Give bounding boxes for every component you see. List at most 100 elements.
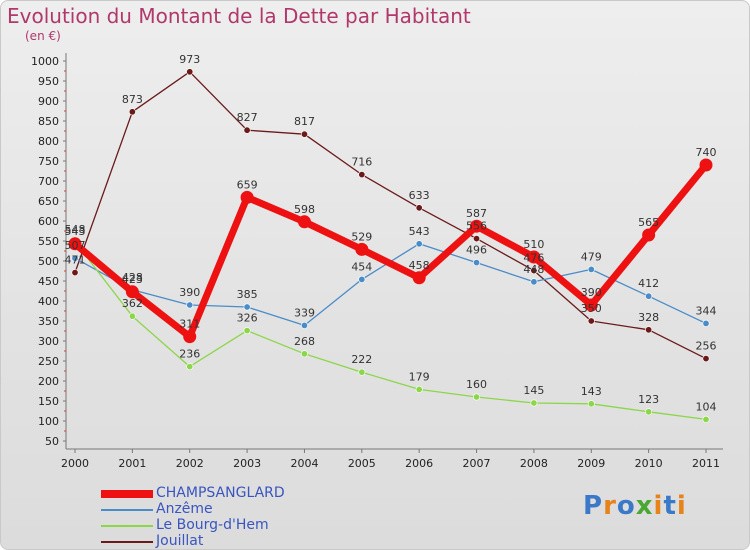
data-point bbox=[68, 237, 82, 251]
data-point bbox=[186, 68, 194, 76]
data-label: 362 bbox=[122, 297, 143, 310]
legend-swatch bbox=[101, 525, 153, 527]
data-label: 529 bbox=[351, 230, 372, 243]
data-label: 598 bbox=[294, 203, 315, 216]
data-label: 145 bbox=[523, 384, 544, 397]
logo-letter: i bbox=[676, 491, 687, 521]
data-point bbox=[186, 301, 194, 309]
data-point bbox=[358, 171, 366, 179]
data-label: 311 bbox=[179, 318, 200, 331]
data-label: 543 bbox=[409, 225, 430, 238]
data-label: 556 bbox=[466, 220, 487, 233]
data-point bbox=[128, 108, 136, 116]
y-tick-label: 200 bbox=[38, 375, 59, 388]
y-tick-label: 150 bbox=[38, 395, 59, 408]
data-label: 548 bbox=[65, 223, 86, 236]
data-label: 873 bbox=[122, 93, 143, 106]
y-tick-label: 500 bbox=[38, 255, 59, 268]
data-point bbox=[415, 385, 423, 393]
data-label: 448 bbox=[523, 263, 544, 276]
y-tick-label: 650 bbox=[38, 195, 59, 208]
data-point bbox=[186, 363, 194, 371]
series-line bbox=[74, 71, 707, 360]
x-tick-label: 2006 bbox=[405, 457, 433, 470]
legend-swatch bbox=[101, 541, 153, 543]
data-point bbox=[530, 278, 538, 286]
data-point bbox=[470, 219, 484, 233]
data-point bbox=[415, 240, 423, 248]
logo-letter: t bbox=[663, 491, 677, 521]
data-label: 565 bbox=[638, 216, 659, 229]
logo-letter: o bbox=[616, 491, 636, 521]
data-point bbox=[300, 350, 308, 358]
data-label: 390 bbox=[581, 286, 602, 299]
data-point bbox=[699, 158, 713, 172]
data-point bbox=[297, 215, 311, 229]
data-label: 390 bbox=[179, 286, 200, 299]
y-tick-label: 1000 bbox=[31, 55, 59, 68]
y-tick-label: 850 bbox=[38, 115, 59, 128]
data-label: 543 bbox=[65, 225, 86, 238]
legend-label: Jouillat bbox=[156, 533, 204, 549]
data-point bbox=[645, 408, 653, 416]
x-tick-label: 2007 bbox=[463, 457, 491, 470]
data-point bbox=[473, 393, 481, 401]
y-tick-label: 350 bbox=[38, 315, 59, 328]
data-point bbox=[415, 204, 423, 212]
data-point bbox=[300, 130, 308, 138]
data-point bbox=[473, 259, 481, 267]
data-label: 973 bbox=[179, 53, 200, 66]
data-point bbox=[587, 400, 595, 408]
data-point bbox=[473, 235, 481, 243]
x-tick-label: 2001 bbox=[118, 457, 146, 470]
y-tick-label: 600 bbox=[38, 215, 59, 228]
data-point bbox=[240, 190, 254, 204]
data-point bbox=[125, 285, 139, 299]
data-point bbox=[71, 269, 79, 277]
data-label: 817 bbox=[294, 115, 315, 128]
y-tick-label: 750 bbox=[38, 155, 59, 168]
data-label: 740 bbox=[696, 146, 717, 159]
legend-label: CHAMPSANGLARD bbox=[156, 485, 285, 501]
data-label: 268 bbox=[294, 335, 315, 348]
data-point bbox=[243, 126, 251, 134]
data-label: 350 bbox=[581, 302, 602, 315]
legend-swatch bbox=[101, 490, 153, 498]
data-point bbox=[584, 298, 598, 312]
data-point bbox=[587, 265, 595, 273]
data-label: 160 bbox=[466, 378, 487, 391]
x-tick-label: 2005 bbox=[348, 457, 376, 470]
data-label: 385 bbox=[237, 288, 258, 301]
logo-letter: i bbox=[653, 491, 664, 521]
data-point bbox=[530, 399, 538, 407]
data-point bbox=[702, 415, 710, 423]
chart-title: Evolution du Montant de la Dette par Hab… bbox=[7, 4, 471, 28]
data-label: 179 bbox=[409, 370, 430, 383]
series-line bbox=[74, 241, 707, 421]
x-tick-label: 2009 bbox=[577, 457, 605, 470]
data-point bbox=[243, 327, 251, 335]
data-point bbox=[645, 326, 653, 334]
x-tick-label: 2004 bbox=[290, 457, 318, 470]
data-point bbox=[300, 321, 308, 329]
data-label: 827 bbox=[237, 111, 258, 124]
logo-letter: x bbox=[635, 491, 654, 521]
chart-subtitle: (en €) bbox=[25, 29, 61, 43]
data-label: 123 bbox=[638, 393, 659, 406]
data-label: 236 bbox=[179, 348, 200, 361]
data-point bbox=[358, 368, 366, 376]
data-point bbox=[355, 242, 369, 256]
data-label: 496 bbox=[466, 244, 487, 257]
data-point bbox=[527, 250, 541, 264]
data-label: 344 bbox=[696, 304, 717, 317]
data-point bbox=[642, 228, 656, 242]
x-tick-label: 2008 bbox=[520, 457, 548, 470]
data-label: 339 bbox=[294, 306, 315, 319]
data-label: 143 bbox=[581, 385, 602, 398]
data-label: 412 bbox=[638, 277, 659, 290]
data-label: 256 bbox=[696, 340, 717, 353]
data-point bbox=[587, 317, 595, 325]
data-label: 510 bbox=[523, 238, 544, 251]
data-label: 587 bbox=[466, 207, 487, 220]
